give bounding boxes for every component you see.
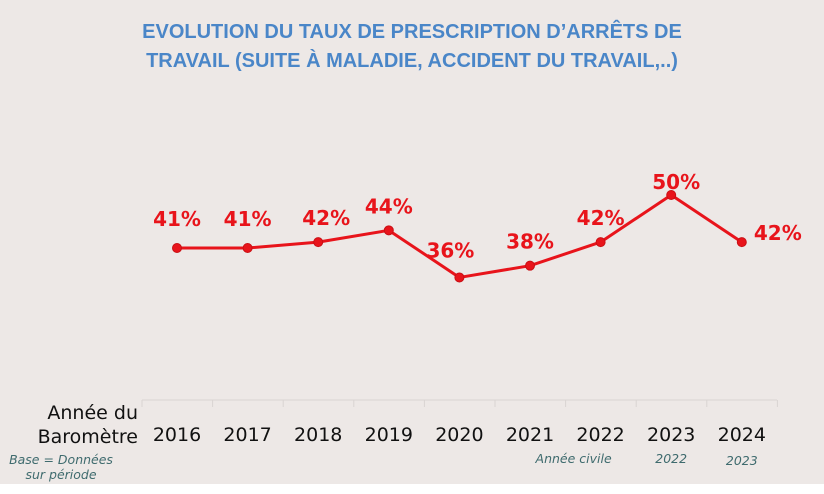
data-label-2020: 36% [426,238,474,262]
x-axis-title-line1: Année du [47,402,138,424]
data-point-2024 [736,237,747,248]
chart-title: EVOLUTION DU TAUX DE PRESCRIPTION D’ARRÊ… [0,18,824,76]
x-tick-label-2020: 2020 [435,424,483,446]
x-sub-label-2024: 2023 [726,453,758,468]
x-tick-label-2021: 2021 [506,424,554,446]
data-label-2018: 42% [302,206,350,230]
chart-title-line2: TRAVAIL (SUITE À MALADIE, ACCIDENT DU TR… [146,50,678,72]
data-point-2017 [242,243,253,253]
data-label-2022: 42% [577,206,625,230]
data-label-2017: 41% [224,207,272,231]
data-point-2023 [666,189,677,200]
x-axis-title-line2: Baromètre [37,426,138,448]
base-note: Base = Données sur période [0,452,122,482]
data-point-2018 [313,237,324,248]
data-label-2023: 50% [652,170,700,194]
x-tick-label-2018: 2018 [294,424,342,446]
x-tick-label-2022: 2022 [576,424,624,446]
data-label-2024: 42% [754,221,802,245]
chart-background [0,0,824,484]
x-tick-label-2016: 2016 [153,424,201,446]
x-tick-label-2023: 2023 [647,424,695,446]
data-point-2021 [525,260,535,271]
x-tick-label-2024: 2024 [718,424,766,446]
data-point-2022 [595,237,606,248]
x-sub-label-2022: Année civile [535,451,612,466]
data-label-2016: 41% [153,207,201,231]
x-axis-title: Année du Baromètre [38,401,138,449]
data-label-2019: 44% [365,194,413,218]
x-tick-label-2017: 2017 [223,424,271,446]
x-sub-label-2023: 2022 [655,451,687,466]
data-point-2020 [454,272,465,283]
base-note-line2: sur période [25,467,97,482]
data-point-2016 [172,243,182,253]
chart-title-line1: EVOLUTION DU TAUX DE PRESCRIPTION D’ARRÊ… [142,21,682,43]
x-tick-label-2019: 2019 [365,424,413,446]
data-point-2019 [383,225,394,236]
base-note-line1: Base = Données [9,452,113,467]
data-label-2021: 38% [506,230,554,254]
